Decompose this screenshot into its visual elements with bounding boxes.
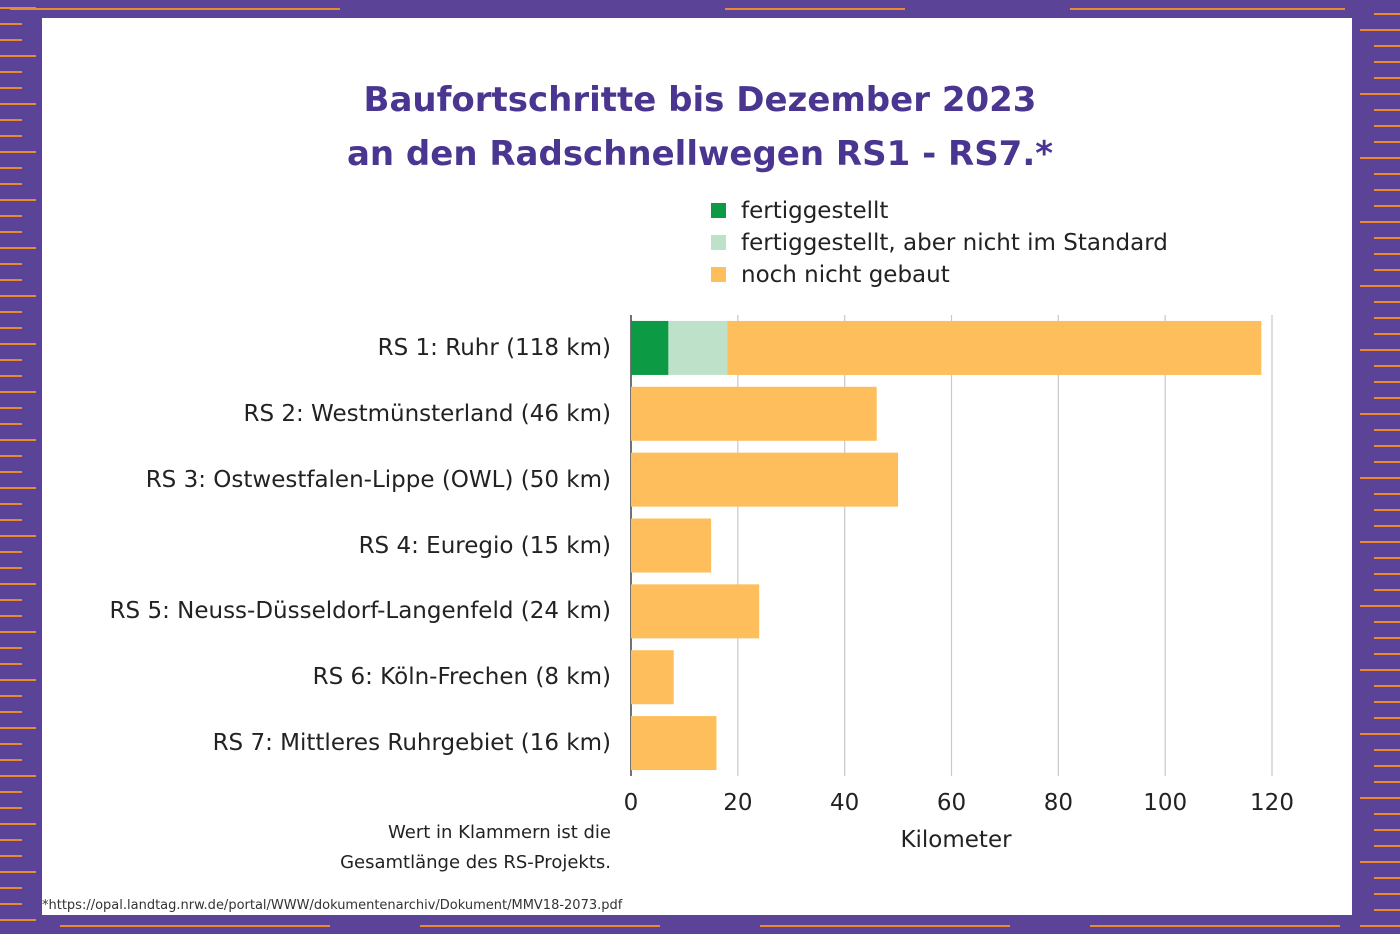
bar-segment: [631, 386, 877, 441]
category-label: RS 1: Ruhr (118 km): [377, 334, 611, 361]
chart-note-line-1: Wert in Klammern ist die: [388, 822, 611, 843]
bar-segment: [631, 650, 674, 705]
x-tick-label: 0: [624, 790, 639, 816]
chart-title-line-2: an den Radschnellwegen RS1 - RS7.*: [346, 134, 1054, 174]
bar-segment: [631, 518, 712, 573]
x-tick-label: 40: [830, 790, 859, 816]
x-axis-title: Kilometer: [900, 827, 1012, 853]
bar-segment: [631, 716, 717, 771]
category-label: RS 6: Köln-Frechen (8 km): [312, 664, 611, 691]
category-label: RS 5: Neuss-Düsseldorf-Langenfeld (24 km…: [109, 598, 611, 625]
legend-swatch: [711, 267, 726, 282]
bar-segment: [727, 320, 1262, 375]
x-tick-label: 80: [1044, 790, 1073, 816]
category-label: RS 2: Westmünsterland (46 km): [243, 400, 611, 427]
chart-note-line-2: Gesamtlänge des RS-Projekts.: [340, 852, 611, 873]
bar-segment: [668, 320, 728, 375]
bar-segment: [631, 320, 669, 375]
bar-segment: [631, 584, 760, 639]
x-tick-label: 100: [1143, 790, 1187, 816]
x-tick-label: 20: [723, 790, 752, 816]
legend-swatch: [711, 203, 726, 218]
legend-swatch: [711, 235, 726, 250]
x-tick-label: 120: [1250, 790, 1294, 816]
chart-title-line-1: Baufortschritte bis Dezember 2023: [363, 80, 1037, 120]
bar-segment: [631, 452, 899, 507]
legend-label: fertiggestellt, aber nicht im Standard: [741, 230, 1168, 256]
legend-label: fertiggestellt: [741, 198, 889, 224]
x-tick-label: 60: [937, 790, 966, 816]
category-label: RS 7: Mittleres Ruhrgebiet (16 km): [212, 730, 611, 757]
category-label: RS 4: Euregio (15 km): [358, 532, 611, 559]
category-label: RS 3: Ostwestfalen-Lippe (OWL) (50 km): [145, 466, 611, 493]
legend-label: noch nicht gebaut: [741, 262, 950, 288]
source-footnote: *https://opal.landtag.nrw.de/portal/WWW/…: [42, 898, 623, 913]
